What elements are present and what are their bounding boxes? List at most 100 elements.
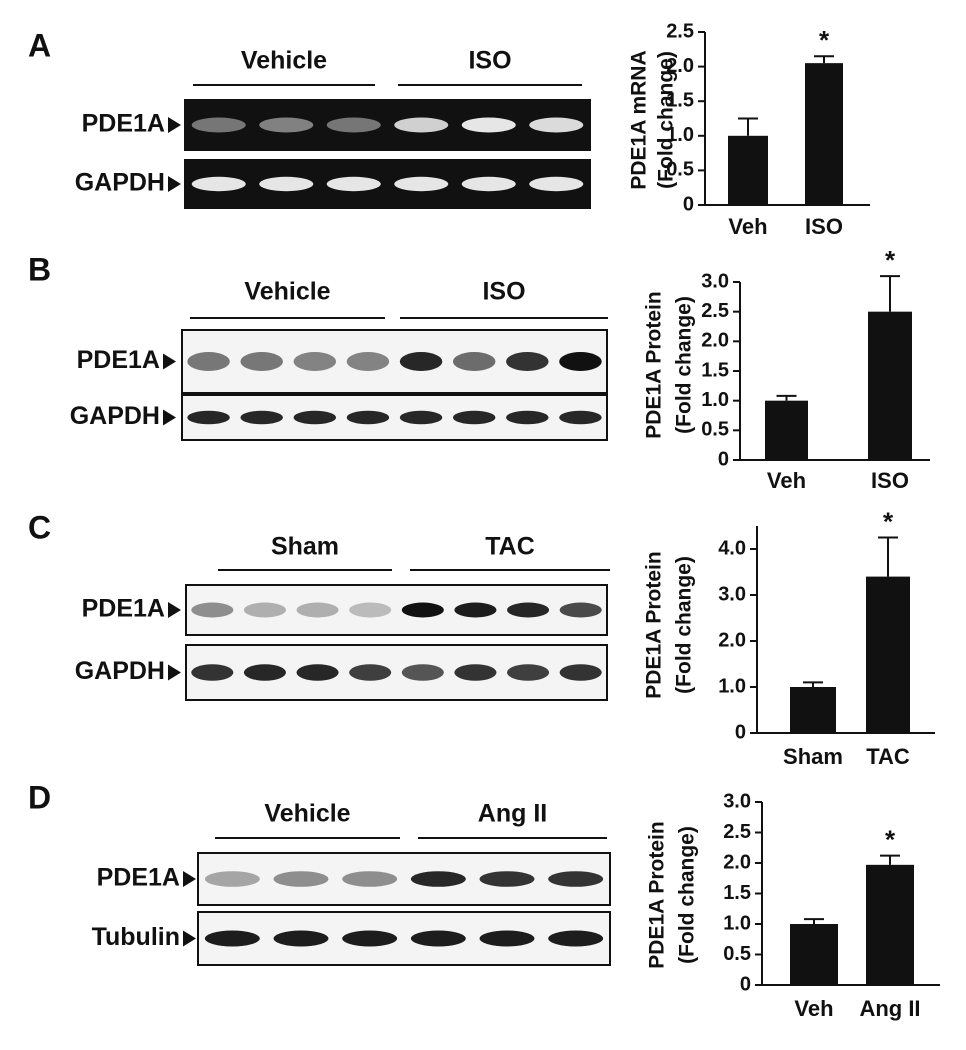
band bbox=[410, 930, 466, 947]
bar bbox=[805, 63, 843, 205]
y-tick-label: 2.0 bbox=[666, 55, 694, 77]
annotation: * bbox=[885, 245, 896, 275]
row-arrow bbox=[163, 409, 176, 426]
panel-letter: B bbox=[28, 251, 51, 287]
y-tick-label: 2.5 bbox=[723, 821, 751, 843]
x-tick-label: Veh bbox=[794, 996, 833, 1021]
y-tick-label: 2.5 bbox=[701, 300, 729, 322]
x-tick-label: Ang II bbox=[859, 996, 920, 1021]
y-tick-label: 0.5 bbox=[666, 159, 694, 181]
band bbox=[548, 930, 604, 947]
band bbox=[506, 410, 549, 425]
y-axis-label: (Fold change) bbox=[673, 296, 696, 434]
group-label: Vehicle bbox=[244, 278, 330, 306]
panel-letter: C bbox=[28, 509, 51, 545]
band bbox=[293, 352, 337, 371]
blot bbox=[197, 852, 611, 906]
y-tick-label: 1.0 bbox=[666, 124, 694, 146]
band bbox=[243, 602, 286, 618]
band bbox=[454, 664, 497, 681]
y-tick-label: 1.0 bbox=[701, 389, 729, 411]
band bbox=[529, 117, 584, 133]
band bbox=[187, 410, 230, 425]
row-label: GAPDH bbox=[70, 402, 160, 430]
band bbox=[259, 176, 314, 192]
blot bbox=[184, 99, 591, 151]
panel-letter: A bbox=[28, 27, 51, 63]
blot bbox=[184, 159, 591, 209]
y-axis-label: (Fold change) bbox=[673, 556, 696, 694]
group-label: ISO bbox=[468, 47, 511, 75]
band bbox=[399, 352, 443, 371]
band bbox=[342, 871, 398, 887]
y-axis-label: PDE1A Protein bbox=[643, 551, 666, 698]
x-tick-label: Veh bbox=[767, 468, 806, 493]
row-arrow bbox=[168, 176, 181, 192]
band bbox=[349, 664, 392, 681]
annotation: * bbox=[883, 506, 894, 536]
band bbox=[548, 871, 604, 887]
band bbox=[394, 176, 449, 192]
band bbox=[326, 117, 381, 133]
band bbox=[461, 117, 516, 133]
row-label: GAPDH bbox=[75, 169, 165, 197]
row-label: PDE1A bbox=[77, 346, 160, 374]
band bbox=[349, 602, 392, 618]
band bbox=[454, 602, 497, 618]
y-tick-label: 1.0 bbox=[718, 675, 746, 697]
group-label: Vehicle bbox=[241, 47, 327, 75]
band bbox=[506, 352, 549, 371]
y-tick-label: 0.5 bbox=[723, 943, 751, 965]
row-arrow bbox=[183, 871, 196, 887]
bar bbox=[765, 400, 808, 460]
band bbox=[191, 117, 246, 133]
band bbox=[240, 352, 283, 371]
band bbox=[507, 602, 550, 618]
y-tick-label: 2.0 bbox=[701, 330, 729, 352]
row-arrow bbox=[168, 117, 181, 133]
band bbox=[243, 664, 286, 681]
band bbox=[401, 664, 444, 681]
band bbox=[326, 176, 381, 192]
y-tick-label: 3.0 bbox=[701, 270, 729, 292]
row-arrow bbox=[168, 664, 181, 681]
y-tick-label: 3.0 bbox=[718, 583, 746, 605]
y-tick-label: 3.0 bbox=[723, 790, 751, 812]
band bbox=[410, 871, 466, 887]
bar bbox=[866, 864, 914, 985]
band bbox=[399, 410, 443, 425]
annotation: * bbox=[819, 25, 830, 55]
group-label: Ang II bbox=[478, 800, 547, 828]
y-tick-label: 0 bbox=[740, 973, 751, 995]
y-tick-label: 2.5 bbox=[666, 20, 694, 42]
y-tick-label: 1.5 bbox=[701, 359, 729, 381]
row-label: PDE1A bbox=[97, 864, 180, 892]
bar bbox=[790, 687, 836, 733]
band bbox=[507, 664, 550, 681]
band bbox=[273, 930, 329, 947]
row-label: PDE1A bbox=[82, 110, 165, 138]
y-axis-label: PDE1A Protein bbox=[643, 291, 666, 438]
band bbox=[296, 602, 339, 618]
row-arrow bbox=[163, 353, 176, 370]
y-tick-label: 0.5 bbox=[701, 419, 729, 441]
row-label: GAPDH bbox=[75, 657, 165, 685]
band bbox=[296, 664, 339, 681]
group-label: TAC bbox=[485, 533, 535, 561]
panel-letter: D bbox=[28, 779, 51, 815]
row-label: PDE1A bbox=[82, 595, 165, 623]
y-tick-label: 2.0 bbox=[723, 851, 751, 873]
band bbox=[204, 930, 260, 947]
row-arrow bbox=[168, 602, 181, 618]
annotation: * bbox=[885, 825, 896, 855]
x-tick-label: Sham bbox=[783, 744, 843, 769]
band bbox=[240, 410, 283, 425]
band bbox=[479, 871, 535, 887]
group-label: Sham bbox=[271, 533, 339, 561]
band bbox=[346, 352, 390, 371]
band bbox=[529, 176, 584, 192]
band bbox=[259, 117, 314, 133]
y-axis-label: PDE1A mRNA bbox=[628, 50, 651, 189]
row-arrow bbox=[183, 930, 196, 947]
band bbox=[559, 352, 602, 371]
